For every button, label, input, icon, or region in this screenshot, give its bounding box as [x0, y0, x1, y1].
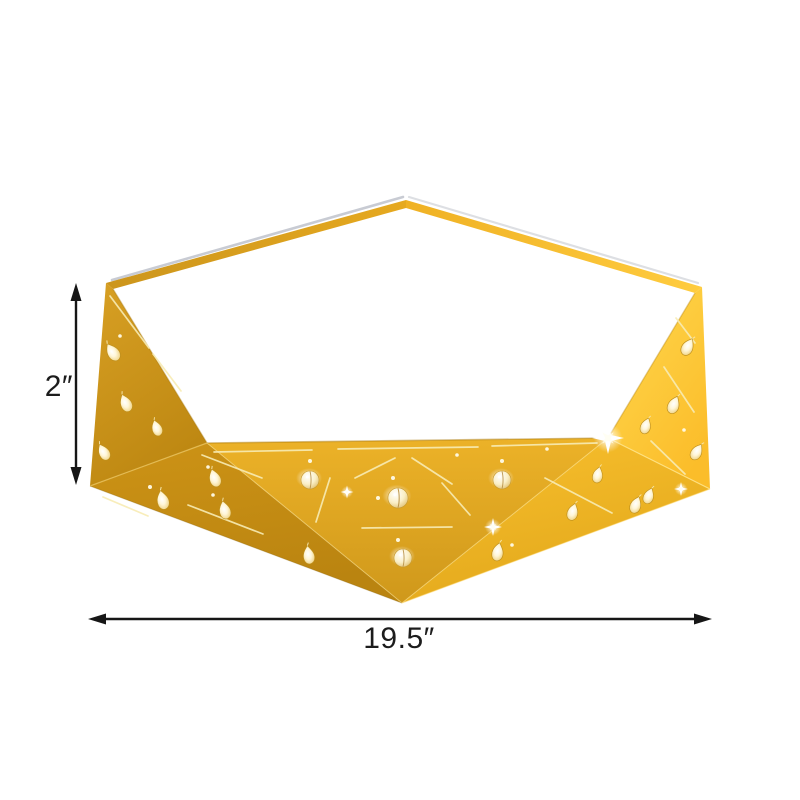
pinhole-dots: [118, 334, 686, 547]
height-dimension: 2″: [45, 283, 82, 485]
facet-front-left: [90, 443, 402, 603]
height-arrowhead-down: [70, 467, 82, 485]
height-arrowhead-up: [70, 283, 82, 301]
rim-shadow: [110, 195, 700, 285]
lamp-top-frame: [106, 200, 702, 293]
facet-front-right: [402, 438, 710, 603]
height-dimension-label: 2″: [45, 370, 73, 403]
width-dimension-label: 19.5″: [363, 622, 435, 655]
width-dimension: 19.5″: [88, 613, 712, 655]
width-arrowhead-right: [694, 613, 712, 625]
width-arrowhead-left: [88, 613, 106, 625]
facet-right: [608, 287, 710, 489]
facet-creases: [89, 288, 711, 604]
lamp-body: [89, 283, 711, 604]
slit-cutouts: [102, 295, 696, 535]
facet-left: [90, 283, 207, 486]
